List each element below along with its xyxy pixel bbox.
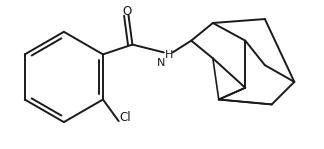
Text: O: O [123,5,132,18]
Text: N: N [157,58,165,68]
Text: Cl: Cl [120,111,131,124]
Text: H: H [165,50,173,60]
